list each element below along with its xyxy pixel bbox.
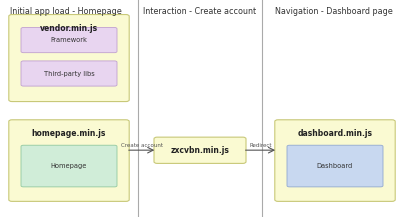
- FancyBboxPatch shape: [21, 145, 117, 187]
- Text: Third-party libs: Third-party libs: [44, 71, 94, 77]
- Text: Create account: Create account: [121, 143, 162, 148]
- FancyBboxPatch shape: [154, 137, 246, 163]
- Text: homepage.min.js: homepage.min.js: [32, 129, 106, 138]
- FancyBboxPatch shape: [21, 61, 117, 86]
- Text: Homepage: Homepage: [51, 163, 87, 169]
- Text: Initial app load - Homepage: Initial app load - Homepage: [10, 7, 122, 15]
- Text: vendor.min.js: vendor.min.js: [40, 24, 98, 33]
- Text: Interaction - Create account: Interaction - Create account: [144, 7, 256, 15]
- FancyBboxPatch shape: [9, 120, 129, 201]
- Text: zxcvbn.min.js: zxcvbn.min.js: [170, 146, 230, 155]
- FancyBboxPatch shape: [275, 120, 395, 201]
- Text: Dashboard: Dashboard: [317, 163, 353, 169]
- FancyBboxPatch shape: [287, 145, 383, 187]
- Text: Navigation - Dashboard page: Navigation - Dashboard page: [275, 7, 393, 15]
- FancyBboxPatch shape: [21, 28, 117, 53]
- Text: Framework: Framework: [50, 37, 88, 43]
- Text: Redirect: Redirect: [249, 143, 272, 148]
- FancyBboxPatch shape: [9, 15, 129, 102]
- Text: dashboard.min.js: dashboard.min.js: [298, 129, 372, 138]
